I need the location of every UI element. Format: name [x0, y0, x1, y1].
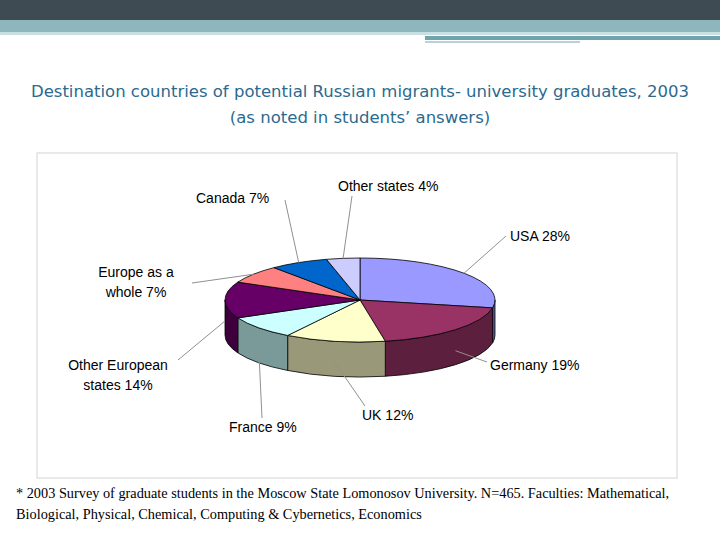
pie-tops: [225, 258, 495, 342]
label-value: 19%: [548, 357, 580, 373]
leader-line: [285, 200, 299, 263]
data-label: Other European states 14%: [68, 357, 168, 393]
label-category: UK: [362, 407, 382, 423]
header-strip-light: [0, 32, 720, 35]
label-category: Germany: [490, 357, 548, 373]
label-category: Other European: [68, 357, 168, 373]
label-value: 7%: [142, 284, 166, 300]
data-labels: USA 28% Germany 19% UK 12% France 9% Other E…: [68, 178, 579, 435]
chart-frame: [37, 153, 677, 478]
leader-lines: [178, 196, 506, 418]
header-bar: [0, 0, 720, 20]
data-label: UK 12%: [362, 407, 413, 423]
leader-line: [335, 362, 365, 406]
data-label: Europe as a whole 7%: [98, 264, 174, 300]
label-category: Canada: [196, 190, 245, 206]
leader-line: [455, 351, 487, 362]
data-label: France 9%: [229, 419, 297, 435]
leader-line: [464, 236, 506, 273]
footnote: * 2003 Survey of graduate students in th…: [16, 485, 669, 501]
label-category: Europe as a: [98, 264, 174, 280]
label-value: 7%: [245, 190, 269, 206]
footnote: Biological, Physical, Chemical, Computin…: [16, 506, 422, 522]
label-category: USA: [510, 228, 539, 244]
page: {"chart_data": {"type": "pie", "title": …: [0, 0, 720, 540]
pie-slice: [326, 258, 360, 300]
data-label: USA 28%: [510, 228, 570, 244]
label-category: Other states: [338, 178, 414, 194]
pie-slice: [360, 258, 495, 308]
header-strip: [0, 20, 720, 32]
label-category: states: [83, 377, 120, 393]
chart-svg: Destination countries of potential Russi…: [0, 0, 720, 540]
label-value: 4%: [414, 178, 438, 194]
leader-line: [192, 274, 253, 283]
data-label: Canada 7%: [196, 190, 269, 206]
leader-line: [259, 349, 262, 418]
label-value: 14%: [121, 377, 153, 393]
subtitle: (as noted in students’ answers): [230, 108, 490, 127]
label-value: 12%: [381, 407, 413, 423]
label-value: 28%: [538, 228, 570, 244]
header-accent: [425, 36, 720, 40]
data-label: Other states 4%: [338, 178, 438, 194]
label-category: whole: [105, 284, 143, 300]
leader-line: [343, 196, 352, 258]
data-label: Germany 19%: [490, 357, 580, 373]
label-category: France: [229, 419, 273, 435]
leader-line: [178, 321, 225, 360]
header-accent-thin: [425, 41, 580, 43]
title: Destination countries of potential Russi…: [31, 82, 689, 101]
label-value: 9%: [273, 419, 297, 435]
